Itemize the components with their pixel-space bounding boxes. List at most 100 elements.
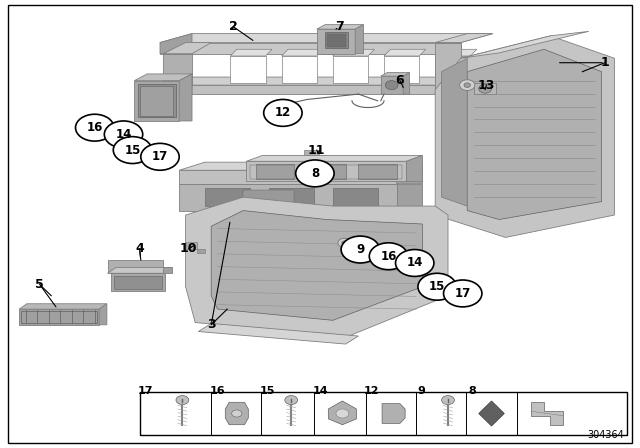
Text: 5: 5 (35, 278, 44, 291)
Bar (205, 188, 250, 206)
Bar (384, 56, 419, 83)
Circle shape (464, 83, 470, 87)
Polygon shape (282, 49, 323, 56)
Circle shape (444, 280, 482, 307)
Bar (140, 392, 627, 435)
Polygon shape (382, 404, 405, 423)
Text: 14: 14 (312, 387, 328, 396)
Polygon shape (198, 323, 358, 344)
Bar (250, 165, 402, 179)
Bar (243, 190, 294, 204)
Polygon shape (179, 74, 192, 121)
Polygon shape (160, 43, 461, 54)
Bar (230, 56, 266, 83)
Bar (435, 56, 470, 83)
Circle shape (396, 250, 434, 276)
Polygon shape (442, 58, 467, 206)
Text: 15: 15 (260, 387, 275, 396)
Text: 16: 16 (210, 387, 225, 396)
Bar (140, 86, 173, 116)
Polygon shape (435, 34, 493, 43)
Circle shape (76, 114, 114, 141)
Polygon shape (317, 25, 364, 29)
Polygon shape (403, 73, 410, 94)
Text: 17: 17 (454, 287, 471, 300)
Bar (21, 311, 97, 323)
Text: 15: 15 (429, 280, 445, 293)
Text: 3: 3 (207, 318, 216, 332)
Polygon shape (230, 49, 272, 56)
Bar (269, 188, 314, 206)
Polygon shape (304, 150, 319, 155)
Polygon shape (384, 49, 426, 56)
Text: 8: 8 (311, 167, 319, 180)
Text: 17: 17 (138, 387, 154, 396)
Bar (114, 276, 162, 289)
Polygon shape (333, 49, 374, 56)
Bar (256, 164, 294, 179)
Text: 9: 9 (356, 243, 364, 256)
Bar (333, 188, 378, 206)
Circle shape (104, 121, 143, 148)
Polygon shape (312, 155, 326, 159)
Polygon shape (197, 249, 205, 253)
Text: 12: 12 (275, 106, 291, 120)
Polygon shape (160, 85, 461, 94)
Polygon shape (108, 267, 172, 273)
Text: 13: 13 (477, 78, 495, 92)
Text: 16: 16 (380, 250, 397, 263)
Polygon shape (317, 29, 355, 54)
Polygon shape (474, 83, 496, 94)
Polygon shape (163, 267, 172, 273)
Polygon shape (435, 36, 614, 237)
Text: 2: 2 (229, 20, 238, 34)
Polygon shape (163, 54, 192, 85)
Text: 304364: 304364 (588, 430, 624, 440)
Circle shape (418, 273, 456, 300)
Circle shape (341, 236, 380, 263)
Polygon shape (108, 260, 163, 273)
Circle shape (442, 396, 454, 405)
Polygon shape (179, 170, 397, 184)
Polygon shape (461, 31, 589, 58)
Text: 4: 4 (135, 242, 144, 255)
Polygon shape (163, 43, 211, 54)
Bar (327, 34, 346, 47)
Circle shape (232, 410, 242, 417)
Text: 10: 10 (180, 242, 198, 255)
Text: 7: 7 (335, 20, 344, 34)
Polygon shape (179, 162, 422, 170)
Text: 8: 8 (468, 387, 476, 396)
Polygon shape (99, 304, 107, 325)
Polygon shape (381, 73, 410, 76)
Polygon shape (278, 105, 291, 113)
Polygon shape (134, 74, 192, 81)
Circle shape (336, 409, 349, 418)
Bar (282, 56, 317, 83)
Polygon shape (531, 402, 563, 425)
Circle shape (285, 396, 298, 405)
Circle shape (176, 396, 189, 405)
Polygon shape (19, 309, 99, 325)
Polygon shape (435, 43, 461, 94)
Polygon shape (160, 34, 493, 43)
Text: 14: 14 (115, 128, 132, 141)
Circle shape (264, 99, 302, 126)
Polygon shape (211, 211, 422, 320)
Polygon shape (328, 401, 356, 425)
Text: 15: 15 (124, 143, 141, 157)
Text: 6: 6 (396, 74, 404, 87)
Circle shape (141, 143, 179, 170)
Text: 9: 9 (417, 387, 425, 396)
Bar (325, 32, 348, 48)
Circle shape (369, 243, 408, 270)
Polygon shape (479, 401, 504, 426)
Circle shape (338, 238, 351, 247)
Polygon shape (381, 76, 403, 94)
Polygon shape (160, 77, 493, 85)
Polygon shape (246, 161, 406, 181)
Polygon shape (186, 242, 197, 249)
Bar (358, 164, 397, 179)
Circle shape (385, 81, 398, 90)
Text: 12: 12 (364, 387, 379, 396)
